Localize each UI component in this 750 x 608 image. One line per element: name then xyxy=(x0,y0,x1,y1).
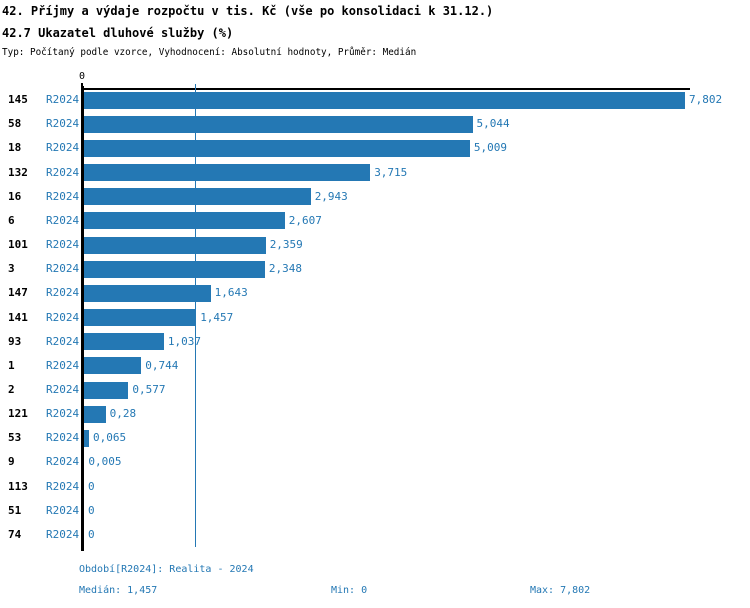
row-category-label: 147 xyxy=(8,286,28,300)
bar-value-label: 0,005 xyxy=(88,455,122,469)
bar xyxy=(84,91,685,109)
row-series-label: R2024 xyxy=(46,262,80,276)
row-category-label: 121 xyxy=(8,407,28,421)
bar xyxy=(84,381,129,399)
bar-value-label: 0 xyxy=(88,479,95,493)
row-series-label: R2024 xyxy=(46,238,80,251)
row-series-label: R2024 xyxy=(46,358,80,372)
bar xyxy=(84,333,164,351)
bar xyxy=(84,309,197,326)
row-category-label: 141 xyxy=(8,310,28,324)
bar-value-label: 2,607 xyxy=(288,213,322,227)
row-series-label: R2024 xyxy=(46,527,80,541)
x-axis-zero-tick xyxy=(81,83,83,88)
row-series-label: R2024 xyxy=(46,141,80,155)
row-category-label: 93 xyxy=(8,334,22,348)
x-axis-zero-label: 0 xyxy=(78,71,86,82)
bar-value-label: 3,715 xyxy=(374,165,408,179)
row-category-label: 6 xyxy=(8,213,15,227)
row-series-label: R2024 xyxy=(46,455,80,469)
row-category-label: 58 xyxy=(8,117,22,131)
row-series-label: R2024 xyxy=(46,479,80,493)
footer-min-stat: Min: 0 xyxy=(331,585,368,596)
row-category-label: 3 xyxy=(8,262,15,276)
bar-value-label: 2,348 xyxy=(268,262,303,276)
bar xyxy=(84,284,211,302)
bar-value-label: 0 xyxy=(88,503,95,517)
bar-value-label: 0,065 xyxy=(93,431,127,445)
bar xyxy=(84,212,285,230)
chart-title: 42. Příjmy a výdaje rozpočtu v tis. Kč (… xyxy=(2,4,494,18)
row-category-label: 2 xyxy=(8,383,15,396)
row-series-label: R2024 xyxy=(46,407,80,421)
bar xyxy=(84,188,311,206)
row-category-label: 53 xyxy=(8,431,22,445)
row-series-label: R2024 xyxy=(46,503,80,517)
row-series-label: R2024 xyxy=(46,189,80,203)
bar-value-label: 7,802 xyxy=(689,93,723,107)
bar-value-label: 5,044 xyxy=(476,117,510,131)
plot-top-border xyxy=(81,88,690,90)
bar xyxy=(84,429,89,447)
row-category-label: 101 xyxy=(8,238,28,251)
row-category-label: 132 xyxy=(8,165,28,179)
footer-median-stat: Medián: 1,457 xyxy=(79,585,158,596)
chart-meta-line: Typ: Počítaný podle vzorce, Vyhodnocení:… xyxy=(2,47,417,58)
chart-subtitle: 42.7 Ukazatel dluhové služby (%) xyxy=(2,26,234,40)
bar xyxy=(84,139,470,157)
bar-value-label: 1,457 xyxy=(200,310,234,324)
row-category-label: 9 xyxy=(8,455,15,469)
bar xyxy=(84,357,142,375)
bar-value-label: 0 xyxy=(88,527,95,541)
bar-value-label: 0,577 xyxy=(132,383,166,396)
bar xyxy=(84,115,473,133)
row-category-label: 51 xyxy=(8,503,22,517)
bar-value-label: 2,359 xyxy=(269,238,303,251)
row-series-label: R2024 xyxy=(46,165,80,179)
row-series-label: R2024 xyxy=(46,117,80,131)
row-category-label: 1 xyxy=(8,358,15,372)
row-category-label: 113 xyxy=(8,479,28,493)
bar-value-label: 2,943 xyxy=(314,189,348,203)
bar-value-label: 5,009 xyxy=(473,141,508,155)
bar xyxy=(84,164,371,182)
row-series-label: R2024 xyxy=(46,310,80,324)
row-series-label: R2024 xyxy=(46,213,80,227)
bar-value-label: 1,643 xyxy=(214,286,248,300)
bar xyxy=(84,405,106,423)
row-series-label: R2024 xyxy=(46,286,80,300)
row-category-label: 18 xyxy=(8,141,22,155)
row-series-label: R2024 xyxy=(46,334,80,348)
bar xyxy=(84,236,266,254)
row-category-label: 16 xyxy=(8,189,22,203)
row-series-label: R2024 xyxy=(46,431,80,445)
row-category-label: 145 xyxy=(8,93,28,107)
bar-value-label: 0,28 xyxy=(109,407,137,421)
footer-period-line: Období[R2024]: Realita - 2024 xyxy=(79,564,254,575)
bar-chart-plot: 0 145 R2024 7,802 58 R2024 5,044 18 R2024 5,009 1… xyxy=(0,71,750,551)
row-series-label: R2024 xyxy=(46,383,80,396)
row-category-label: 74 xyxy=(8,527,22,541)
bar-value-label: 0,744 xyxy=(145,358,179,372)
row-series-label: R2024 xyxy=(46,93,80,107)
y-axis-line xyxy=(81,86,84,551)
footer-max-stat: Max: 7,802 xyxy=(530,585,591,596)
bar-value-label: 1,037 xyxy=(167,334,202,348)
bar xyxy=(84,260,265,278)
